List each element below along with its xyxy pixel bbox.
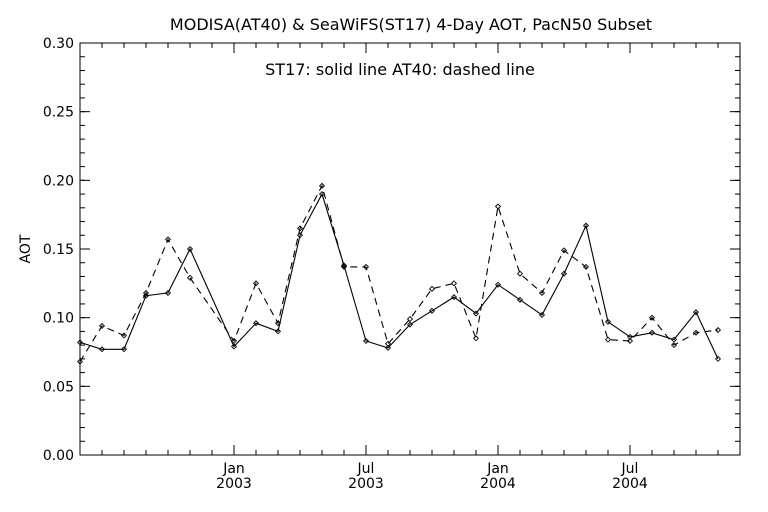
data-point-st17 [516,296,524,303]
data-point-st17 [494,281,502,288]
line-style-note: ST17: solid line AT40: dashed line [265,60,535,79]
data-point-st17 [538,311,546,318]
data-point-at40 [274,320,282,327]
data-point-at40 [252,280,260,287]
x-tick-label: Jul [621,461,639,477]
y-axis-ticks: 0.00 0.05 0.10 0.15 0.20 0.25 0.30 [43,36,740,464]
y-tick-label: 0.15 [43,242,74,258]
data-point-st17 [362,337,370,345]
data-point-st17 [714,355,722,362]
data-point-at40 [296,225,304,232]
data-point-at40 [120,332,128,339]
data-point-st17 [406,321,414,328]
data-point-st17 [296,232,304,239]
plot-frame [79,42,741,456]
data-point-at40 [670,342,678,349]
data-point-st17 [648,329,656,336]
data-point-st17 [560,270,568,277]
data-point-st17 [76,339,84,346]
data-point-at40 [362,263,370,270]
data-point-st17 [428,307,436,314]
y-tick-label: 0.30 [43,36,74,52]
x-tick-label: Jan [486,461,509,477]
data-point-at40 [714,326,722,334]
data-point-st17 [274,328,282,335]
x-tick-label: Jan [222,461,245,477]
data-point-at40 [626,337,634,345]
data-point-at40 [494,203,502,210]
data-point-at40 [450,280,458,287]
data-point-at40 [164,236,172,243]
y-tick-label: 0.05 [43,379,74,395]
data-point-at40 [428,285,436,292]
data-point-st17 [120,346,128,353]
y-tick-label: 0.00 [43,448,74,464]
x-tick-sublabel: 2004 [480,476,516,492]
data-point-st17 [164,289,172,296]
data-point-st17 [670,336,678,343]
data-point-at40 [318,182,326,189]
data-point-st17 [604,318,612,325]
x-tick-sublabel: 2003 [216,476,252,492]
data-point-st17 [472,310,480,317]
chart-title: MODISA(AT40) & SeaWiFS(ST17) 4-Day AOT, … [170,15,652,34]
data-point-st17 [692,309,700,316]
x-tick-sublabel: 2004 [612,476,648,492]
y-tick-label: 0.20 [43,173,74,189]
data-point-st17 [186,245,194,253]
data-point-at40 [230,337,238,345]
data-point-at40 [560,247,568,254]
data-point-at40 [142,289,150,296]
data-point-at40 [582,263,590,270]
data-point-st17 [98,346,106,353]
series-line-at40 [79,184,719,362]
series-layer [76,182,722,365]
y-axis-label: AOT [18,234,34,263]
data-point-st17 [340,262,348,269]
data-point-st17 [626,333,634,340]
y-tick-label: 0.10 [43,311,74,327]
data-point-at40 [516,270,524,277]
y-tick-label: 0.25 [43,105,74,121]
data-point-at40 [648,314,656,321]
data-point-st17 [230,343,238,350]
data-point-at40 [604,336,612,343]
series-line-st17 [79,192,719,360]
data-point-at40 [406,316,414,323]
data-point-at40 [538,289,546,296]
data-point-at40 [472,335,480,342]
data-point-st17 [450,294,458,301]
data-point-at40 [384,340,392,347]
data-point-at40 [76,358,84,365]
x-tick-label: Jul [357,461,375,477]
data-point-at40 [340,263,348,270]
data-point-st17 [384,344,392,351]
x-tick-sublabel: 2003 [348,476,384,492]
data-point-st17 [252,320,260,327]
data-point-st17 [582,222,590,229]
data-point-at40 [98,322,106,329]
data-point-at40 [692,329,700,336]
data-point-at40 [186,274,194,281]
